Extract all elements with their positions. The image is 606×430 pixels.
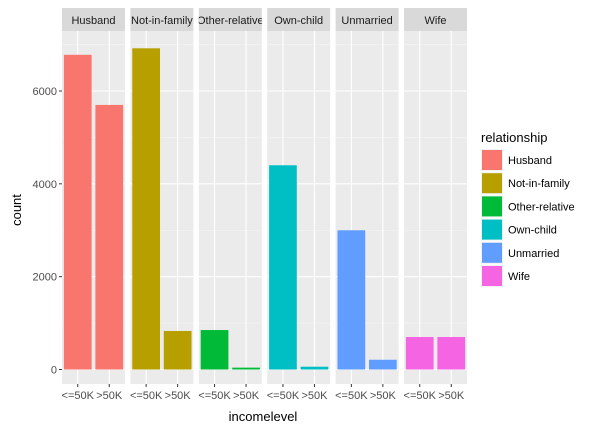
facet-strip xyxy=(267,8,331,31)
x-tick-label: >50K xyxy=(233,390,260,402)
x-tick-label: >50K xyxy=(438,390,465,402)
panel-background xyxy=(404,31,467,384)
facet-strip-label: Husband xyxy=(71,15,115,27)
legend-swatch xyxy=(482,196,502,217)
x-tick-label: >50K xyxy=(301,390,328,402)
legend-swatch xyxy=(482,219,502,240)
legend-entry-wife: Wife xyxy=(481,265,530,287)
facet-panel-own-child: Own-child <=50K >50K xyxy=(267,8,331,402)
bar-own-child-le50k xyxy=(269,165,297,370)
x-tick-label: >50K xyxy=(165,390,192,402)
bar-wife-gt50k xyxy=(437,337,466,370)
y-axis-title: count xyxy=(9,194,24,226)
facet-strip-label: Wife xyxy=(425,15,447,27)
legend-swatch xyxy=(482,150,502,170)
y-tick-label: 2000 xyxy=(33,272,57,284)
facet-panel-not-in-family: Not-in-family <=50K >50K xyxy=(130,8,194,402)
legend-entry-husband: Husband xyxy=(481,149,552,171)
facet-strip xyxy=(404,8,467,31)
bar-unmarried-le50k xyxy=(337,230,366,370)
facet-strip xyxy=(335,8,399,31)
facet-strip-label: Unmarried xyxy=(341,15,392,27)
y-tick-label: 4000 xyxy=(33,179,57,191)
legend-swatch xyxy=(482,242,502,263)
x-tick-label: <=50K xyxy=(62,390,95,402)
legend-label: Other-relative xyxy=(508,201,575,213)
facet-strip xyxy=(198,8,262,31)
legend-swatch xyxy=(482,266,502,286)
x-axis-title: incomelevel xyxy=(229,409,298,424)
bar-wife-le50k xyxy=(405,337,434,370)
y-axis-ticks: 0 2000 4000 6000 xyxy=(33,86,62,377)
bar-own-child-gt50k xyxy=(300,366,329,370)
legend-label: Unmarried xyxy=(508,248,559,260)
facet-panel-other-relative: Other-relative <=50K >50K xyxy=(197,8,264,402)
legend-label: Wife xyxy=(508,271,530,283)
bar-unmarried-gt50k xyxy=(368,359,397,370)
bar-other-relative-gt50k xyxy=(232,367,260,370)
bar-husband-gt50k xyxy=(95,104,124,370)
legend: relationship Husband Not-in-family Other-r… xyxy=(481,130,575,287)
x-tick-label: >50K xyxy=(370,390,397,402)
x-tick-label: >50K xyxy=(96,390,123,402)
legend-entry-other-relative: Other-relative xyxy=(481,195,575,218)
legend-swatch xyxy=(482,173,502,194)
legend-title: relationship xyxy=(481,130,548,145)
legend-entry-own-child: Own-child xyxy=(481,218,557,241)
facet-strip-label: Other-relative xyxy=(197,15,264,27)
legend-entry-not-in-family: Not-in-family xyxy=(481,172,570,195)
legend-entry-unmarried: Unmarried xyxy=(481,241,559,264)
facet-panel-unmarried: Unmarried <=50K >50K xyxy=(335,8,399,402)
y-tick-label: 6000 xyxy=(33,86,57,98)
y-tick-label: 0 xyxy=(51,365,57,377)
facet-strip-label: Not-in-family xyxy=(131,15,193,27)
bar-not-in-family-le50k xyxy=(132,48,161,370)
legend-label: Husband xyxy=(508,155,552,167)
facet-panel-wife: Wife <=50K >50K xyxy=(404,8,467,402)
x-tick-label: <=50K xyxy=(198,390,231,402)
bar-other-relative-le50k xyxy=(200,330,229,370)
bar-husband-le50k xyxy=(63,54,92,370)
bar-not-in-family-gt50k xyxy=(163,330,192,370)
x-tick-label: <=50K xyxy=(335,390,368,402)
legend-label: Not-in-family xyxy=(508,178,570,190)
x-tick-label: <=50K xyxy=(267,390,300,402)
facet-strip xyxy=(130,8,194,31)
facet-strip-label: Own-child xyxy=(274,15,323,27)
x-tick-label: <=50K xyxy=(130,390,163,402)
facet-strip xyxy=(62,8,125,31)
facet-panel-husband: Husband <=50K >50K xyxy=(62,8,125,402)
panel-background xyxy=(198,31,262,384)
legend-label: Own-child xyxy=(508,225,557,237)
x-tick-label: <=50K xyxy=(404,390,437,402)
